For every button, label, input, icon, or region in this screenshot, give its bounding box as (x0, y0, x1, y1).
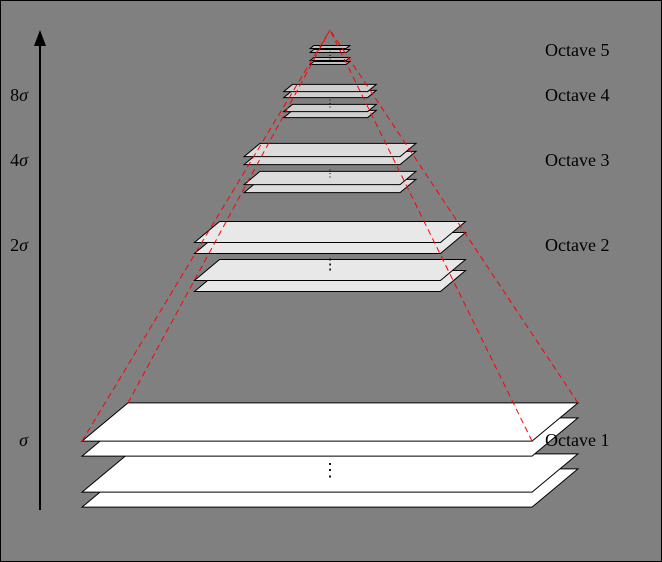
octave-1-label: Octave 1 (545, 430, 609, 450)
octave-3-plate (244, 143, 416, 156)
octave-2-label: Octave 2 (545, 235, 609, 255)
octave-1-vdots: ⋮ (321, 460, 339, 480)
octave-3-label: Octave 3 (545, 150, 609, 170)
octave-2-vdots: ⋮ (323, 257, 338, 273)
octave-5-plate (310, 45, 350, 48)
sigma-tick-1: σ (19, 430, 29, 450)
octave-5-label: Octave 5 (545, 40, 609, 60)
octave-4-label: Octave 4 (545, 85, 609, 105)
octave-4-vdots: ⋮ (325, 99, 335, 110)
octave-1-plate (82, 403, 578, 441)
sigma-tick-2: 2σ (10, 235, 29, 255)
sigma-tick-4: 8σ (10, 85, 29, 105)
octave-2-plate (194, 222, 465, 243)
sigma-tick-3: 4σ (10, 150, 29, 170)
octave-5-plate (310, 61, 350, 64)
octave-3-vdots: ⋮ (325, 169, 335, 180)
octave-5-vdots: ⋮ (325, 51, 335, 62)
